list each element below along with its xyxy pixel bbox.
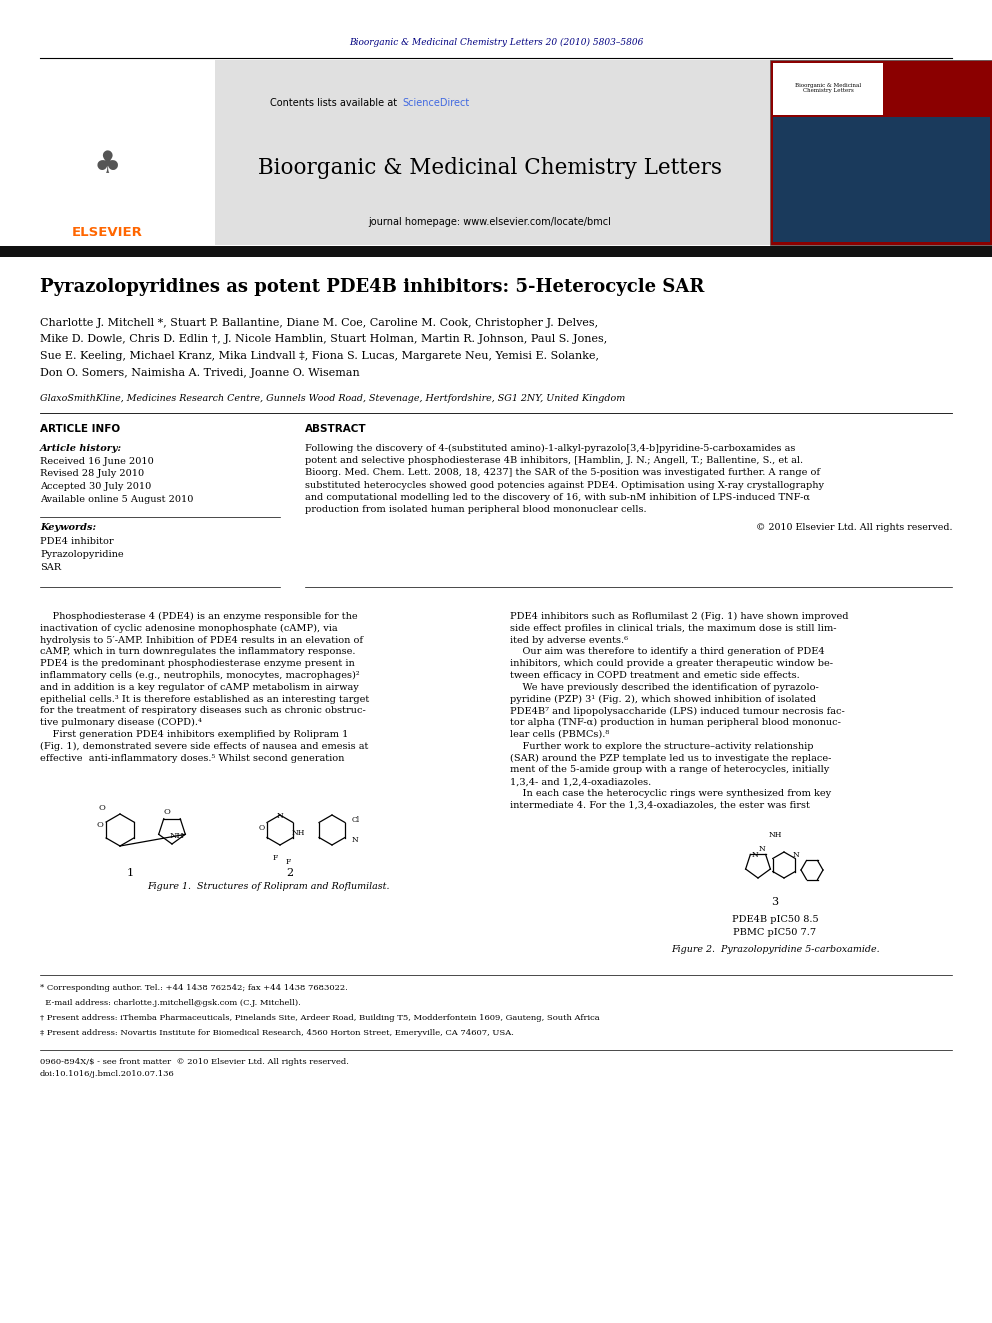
- Text: N: N: [277, 812, 284, 820]
- Text: PDE4B⁷ and lipopolysaccharide (LPS) induced tumour necrosis fac-: PDE4B⁷ and lipopolysaccharide (LPS) indu…: [510, 706, 845, 716]
- Text: First generation PDE4 inhibitors exemplified by Rolipram 1: First generation PDE4 inhibitors exempli…: [40, 730, 348, 740]
- Text: © 2010 Elsevier Ltd. All rights reserved.: © 2010 Elsevier Ltd. All rights reserved…: [756, 523, 952, 532]
- Text: E-mail address: charlotte.j.mitchell@gsk.com (C.J. Mitchell).: E-mail address: charlotte.j.mitchell@gsk…: [40, 999, 301, 1007]
- Text: Bioorganic & Medicinal Chemistry Letters 20 (2010) 5803–5806: Bioorganic & Medicinal Chemistry Letters…: [349, 37, 643, 46]
- Text: (SAR) around the PZP template led us to investigate the replace-: (SAR) around the PZP template led us to …: [510, 754, 831, 763]
- Text: journal homepage: www.elsevier.com/locate/bmcl: journal homepage: www.elsevier.com/locat…: [369, 217, 611, 228]
- Text: and computational modelling led to the discovery of 16, with sub-nM inhibition o: and computational modelling led to the d…: [305, 492, 810, 501]
- Text: Following the discovery of 4-(substituted amino)-1-alkyl-pyrazolo[3,4-b]pyridine: Following the discovery of 4-(substitute…: [305, 445, 796, 452]
- Text: Available online 5 August 2010: Available online 5 August 2010: [40, 495, 193, 504]
- Text: PBMC pIC50 7.7: PBMC pIC50 7.7: [733, 927, 816, 937]
- Text: doi:10.1016/j.bmcl.2010.07.136: doi:10.1016/j.bmcl.2010.07.136: [40, 1070, 175, 1078]
- Text: 1,3,4- and 1,2,4-oxadiazoles.: 1,3,4- and 1,2,4-oxadiazoles.: [510, 777, 652, 786]
- Text: † Present address: iThemba Pharmaceuticals, Pinelands Site, Ardeer Road, Buildin: † Present address: iThemba Pharmaceutica…: [40, 1013, 599, 1021]
- Text: N: N: [352, 836, 359, 844]
- Text: 0960-894X/$ - see front matter  © 2010 Elsevier Ltd. All rights reserved.: 0960-894X/$ - see front matter © 2010 El…: [40, 1058, 349, 1066]
- Text: Pyrazolopyridines as potent PDE4B inhibitors: 5-Heterocycle SAR: Pyrazolopyridines as potent PDE4B inhibi…: [40, 278, 704, 296]
- Text: ELSEVIER: ELSEVIER: [71, 226, 143, 239]
- Bar: [0, 60, 215, 245]
- Text: Bioorg. Med. Chem. Lett. 2008, 18, 4237] the SAR of the 5-position was investiga: Bioorg. Med. Chem. Lett. 2008, 18, 4237]…: [305, 468, 820, 478]
- Text: pyridine (PZP) 3¹ (Fig. 2), which showed inhibition of isolated: pyridine (PZP) 3¹ (Fig. 2), which showed…: [510, 695, 816, 704]
- Text: * Corresponding author. Tel.: +44 1438 762542; fax +44 1438 7683022.: * Corresponding author. Tel.: +44 1438 7…: [40, 984, 348, 992]
- Text: substituted heterocycles showed good potencies against PDE4. Optimisation using : substituted heterocycles showed good pot…: [305, 480, 824, 490]
- Text: NH: NH: [170, 832, 185, 840]
- Text: Figure 2.  Pyrazolopyridine 5-carboxamide.: Figure 2. Pyrazolopyridine 5-carboxamide…: [671, 945, 879, 954]
- Text: side effect profiles in clinical trials, the maximum dose is still lim-: side effect profiles in clinical trials,…: [510, 624, 836, 632]
- Text: O: O: [259, 824, 265, 832]
- Text: Further work to explore the structure–activity relationship: Further work to explore the structure–ac…: [510, 742, 813, 750]
- Bar: [0, 246, 992, 257]
- Text: intermediate 4. For the 1,3,4-oxadiazoles, the ester was first: intermediate 4. For the 1,3,4-oxadiazole…: [510, 800, 809, 810]
- Bar: [773, 116, 990, 242]
- Text: In each case the heterocyclic rings were synthesized from key: In each case the heterocyclic rings were…: [510, 789, 831, 798]
- Text: 2: 2: [287, 868, 294, 878]
- Text: for the treatment of respiratory diseases such as chronic obstruc-: for the treatment of respiratory disease…: [40, 706, 366, 716]
- Text: 1: 1: [126, 868, 134, 878]
- Bar: [0, 60, 992, 245]
- Text: PDE4 inhibitor: PDE4 inhibitor: [40, 537, 114, 546]
- Text: tor alpha (TNF-α) production in human peripheral blood mononuc-: tor alpha (TNF-α) production in human pe…: [510, 718, 841, 728]
- Text: GlaxoSmithKline, Medicines Research Centre, Gunnels Wood Road, Stevenage, Hertfo: GlaxoSmithKline, Medicines Research Cent…: [40, 394, 625, 404]
- Text: Bioorganic & Medicinal Chemistry Letters: Bioorganic & Medicinal Chemistry Letters: [258, 157, 722, 179]
- Text: ‡ Present address: Novartis Institute for Biomedical Research, 4560 Horton Stree: ‡ Present address: Novartis Institute fo…: [40, 1029, 514, 1037]
- Text: tween efficacy in COPD treatment and emetic side effects.: tween efficacy in COPD treatment and eme…: [510, 671, 800, 680]
- Text: Accepted 30 July 2010: Accepted 30 July 2010: [40, 482, 151, 491]
- Text: Charlotte J. Mitchell *, Stuart P. Ballantine, Diane M. Coe, Caroline M. Cook, C: Charlotte J. Mitchell *, Stuart P. Balla…: [40, 318, 598, 328]
- Text: ited by adverse events.⁶: ited by adverse events.⁶: [510, 635, 628, 644]
- Text: ♣: ♣: [93, 151, 121, 180]
- Text: Received 16 June 2010: Received 16 June 2010: [40, 456, 154, 466]
- Text: tive pulmonary disease (COPD).⁴: tive pulmonary disease (COPD).⁴: [40, 718, 202, 728]
- Text: N: N: [793, 851, 800, 859]
- Text: Revised 28 July 2010: Revised 28 July 2010: [40, 470, 144, 479]
- Text: Contents lists available at: Contents lists available at: [270, 98, 400, 108]
- Text: PDE4 is the predominant phosphodiesterase enzyme present in: PDE4 is the predominant phosphodiesteras…: [40, 659, 355, 668]
- Bar: [773, 64, 883, 115]
- Text: inflammatory cells (e.g., neutrophils, monocytes, macrophages)²: inflammatory cells (e.g., neutrophils, m…: [40, 671, 360, 680]
- Text: O: O: [96, 822, 103, 830]
- Text: Pyrazolopyridine: Pyrazolopyridine: [40, 550, 124, 560]
- Text: (Fig. 1), demonstrated severe side effects of nausea and emesis at: (Fig. 1), demonstrated severe side effec…: [40, 742, 368, 751]
- Text: N: N: [759, 845, 766, 853]
- Text: inhibitors, which could provide a greater therapeutic window be-: inhibitors, which could provide a greate…: [510, 659, 833, 668]
- Text: Article history:: Article history:: [40, 445, 122, 452]
- Text: Our aim was therefore to identify a third generation of PDE4: Our aim was therefore to identify a thir…: [510, 647, 824, 656]
- Text: PDE4B pIC50 8.5: PDE4B pIC50 8.5: [732, 916, 818, 923]
- Text: PDE4 inhibitors such as Roflumilast 2 (Fig. 1) have shown improved: PDE4 inhibitors such as Roflumilast 2 (F…: [510, 613, 848, 620]
- Text: SAR: SAR: [40, 564, 62, 572]
- Text: 3: 3: [772, 897, 779, 908]
- Text: Keywords:: Keywords:: [40, 523, 96, 532]
- Text: N: N: [752, 851, 758, 859]
- Text: ment of the 5-amide group with a range of heterocycles, initially: ment of the 5-amide group with a range o…: [510, 766, 829, 774]
- Text: NH: NH: [769, 831, 782, 839]
- Text: ScienceDirect: ScienceDirect: [402, 98, 469, 108]
- Text: NH: NH: [292, 830, 305, 837]
- Text: Mike D. Dowle, Chris D. Edlin †, J. Nicole Hamblin, Stuart Holman, Martin R. Joh: Mike D. Dowle, Chris D. Edlin †, J. Nico…: [40, 335, 607, 344]
- Text: ARTICLE INFO: ARTICLE INFO: [40, 423, 120, 434]
- Text: O: O: [164, 808, 171, 816]
- Text: lear cells (PBMCs).⁸: lear cells (PBMCs).⁸: [510, 730, 609, 740]
- Text: inactivation of cyclic adenosine monophosphate (cAMP), via: inactivation of cyclic adenosine monopho…: [40, 624, 337, 632]
- Text: F: F: [273, 855, 278, 863]
- Text: F: F: [286, 859, 291, 867]
- Bar: [770, 60, 992, 245]
- Text: Don O. Somers, Naimisha A. Trivedi, Joanne O. Wiseman: Don O. Somers, Naimisha A. Trivedi, Joan…: [40, 368, 360, 377]
- Text: Phosphodiesterase 4 (PDE4) is an enzyme responsible for the: Phosphodiesterase 4 (PDE4) is an enzyme …: [40, 613, 358, 620]
- Text: effective  anti-inflammatory doses.⁵ Whilst second generation: effective anti-inflammatory doses.⁵ Whil…: [40, 754, 344, 762]
- Text: Bioorganic & Medicinal
Chemistry Letters: Bioorganic & Medicinal Chemistry Letters: [795, 82, 861, 94]
- Text: hydrolysis to 5′-AMP. Inhibition of PDE4 results in an elevation of: hydrolysis to 5′-AMP. Inhibition of PDE4…: [40, 635, 363, 644]
- Text: Cl: Cl: [352, 816, 360, 824]
- Text: Sue E. Keeling, Michael Kranz, Mika Lindvall ‡, Fiona S. Lucas, Margarete Neu, Y: Sue E. Keeling, Michael Kranz, Mika Lind…: [40, 351, 599, 361]
- Text: O: O: [98, 804, 105, 812]
- Text: Figure 1.  Structures of Rolipram and Roflumilast.: Figure 1. Structures of Rolipram and Rof…: [147, 882, 389, 890]
- Text: We have previously described the identification of pyrazolo-: We have previously described the identif…: [510, 683, 818, 692]
- Text: epithelial cells.³ It is therefore established as an interesting target: epithelial cells.³ It is therefore estab…: [40, 695, 369, 704]
- Text: ABSTRACT: ABSTRACT: [305, 423, 367, 434]
- Text: production from isolated human peripheral blood mononuclear cells.: production from isolated human periphera…: [305, 505, 647, 515]
- Text: cAMP, which in turn downregulates the inflammatory response.: cAMP, which in turn downregulates the in…: [40, 647, 355, 656]
- Text: and in addition is a key regulator of cAMP metabolism in airway: and in addition is a key regulator of cA…: [40, 683, 359, 692]
- Text: potent and selective phosphodiesterase 4B inhibitors, [Hamblin, J. N.; Angell, T: potent and selective phosphodiesterase 4…: [305, 456, 804, 466]
